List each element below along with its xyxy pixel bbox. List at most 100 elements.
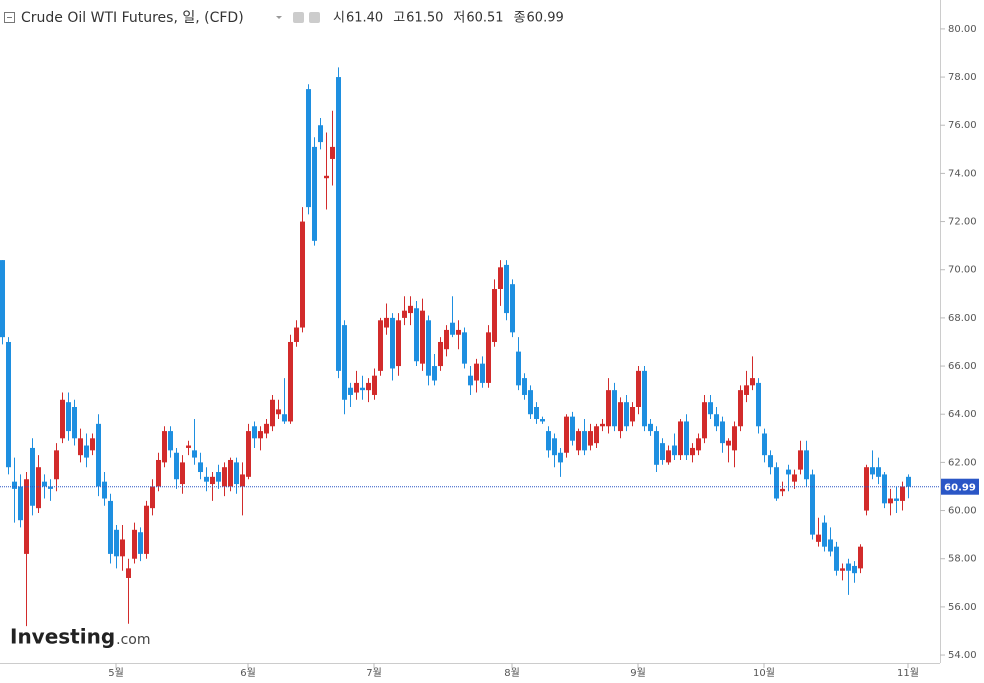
candle-body [780, 488, 785, 492]
candle-body [708, 402, 713, 415]
candle-body [672, 445, 677, 456]
candle-body [120, 539, 125, 557]
candle-body [78, 438, 83, 456]
candle-body [612, 390, 617, 427]
candle-body [420, 310, 425, 364]
candle-body [144, 505, 149, 554]
candle-body [438, 341, 443, 367]
candle-body [378, 320, 383, 371]
candle-body [84, 445, 89, 458]
x-tick-label: 7월 [366, 667, 382, 679]
candle-body [660, 443, 665, 460]
quote-value: 61.40 [346, 11, 383, 26]
quote-label: 시 [333, 11, 345, 26]
candle-body [900, 486, 905, 501]
candle-body [0, 260, 5, 338]
candle-body [108, 500, 113, 554]
x-tick-label: 6월 [240, 667, 256, 679]
candle-body [276, 409, 281, 415]
candle-body [60, 399, 65, 439]
candles [0, 67, 911, 627]
candle-body [204, 476, 209, 482]
candle-body [132, 529, 137, 559]
close-icon[interactable] [309, 12, 320, 23]
y-tick-label: 58.00 [948, 554, 977, 565]
candle-body [762, 433, 767, 456]
candle-body [186, 445, 191, 448]
dropdown-arrow[interactable] [276, 16, 282, 19]
candle-body [486, 332, 491, 383]
candle-body [684, 421, 689, 456]
candle-body [354, 382, 359, 393]
candle-body [24, 479, 29, 554]
candle-body [252, 426, 257, 439]
candle-body [552, 438, 557, 456]
candle-body [720, 421, 725, 444]
candle-body [408, 305, 413, 314]
candle-body [774, 467, 779, 499]
y-tick-label: 80.00 [948, 24, 977, 35]
candle-body [798, 450, 803, 470]
candle-body [654, 431, 659, 465]
candle-body [756, 382, 761, 427]
candle-body [618, 402, 623, 432]
y-tick-label: 76.00 [948, 120, 977, 131]
chart-title: Crude Oil WTI Futures, 일, (CFD) [21, 10, 244, 26]
candle-body [336, 77, 341, 371]
candle-body [396, 320, 401, 367]
candle-body [510, 284, 515, 333]
candle-body [114, 529, 119, 557]
y-tick-label: 74.00 [948, 168, 977, 179]
candle-body [264, 423, 269, 434]
candle-body [528, 390, 533, 415]
y-tick-label: 66.00 [948, 361, 977, 372]
candle-body [330, 146, 335, 159]
candle-body [504, 264, 509, 314]
candle-body [534, 406, 539, 420]
candle-body [444, 329, 449, 350]
candle-body [792, 474, 797, 482]
candle-body [174, 452, 179, 480]
candle-body [858, 546, 863, 569]
candle-body [432, 366, 437, 381]
collapse-icon[interactable] [4, 12, 15, 23]
candle-body [324, 175, 329, 179]
y-tick-label: 64.00 [948, 409, 977, 420]
candle-body [198, 462, 203, 473]
candle-body [732, 426, 737, 451]
y-tick-label: 70.00 [948, 265, 977, 276]
candle-body [300, 221, 305, 328]
candle-body [642, 370, 647, 427]
settings-icon[interactable] [293, 12, 304, 23]
candle-body [66, 402, 71, 432]
last-price-tag [941, 478, 979, 495]
candle-body [102, 481, 107, 499]
candle-body [888, 498, 893, 504]
y-tick-label: 62.00 [948, 457, 977, 468]
candle-body [822, 522, 827, 547]
candle-body [702, 402, 707, 439]
candle-body [240, 474, 245, 487]
x-tick-label: 11월 [897, 667, 919, 679]
candle-body [222, 467, 227, 487]
y-tick-label: 78.00 [948, 72, 977, 83]
candle-body [666, 450, 671, 463]
candle-body [492, 288, 497, 342]
candle-body [42, 481, 47, 487]
candle-body [36, 467, 41, 509]
candle-body [312, 146, 317, 241]
candle-body [126, 568, 131, 578]
candle-body [600, 423, 605, 427]
candle-body [576, 431, 581, 451]
quote-label: 저 [453, 11, 465, 26]
candle-body [450, 322, 455, 335]
y-tick-label: 60.00 [948, 506, 977, 517]
candle-body [6, 341, 11, 468]
candle-body [390, 317, 395, 369]
candle-body [750, 378, 755, 386]
candle-body [786, 469, 791, 475]
candle-body [366, 382, 371, 391]
candle-body [138, 532, 143, 554]
